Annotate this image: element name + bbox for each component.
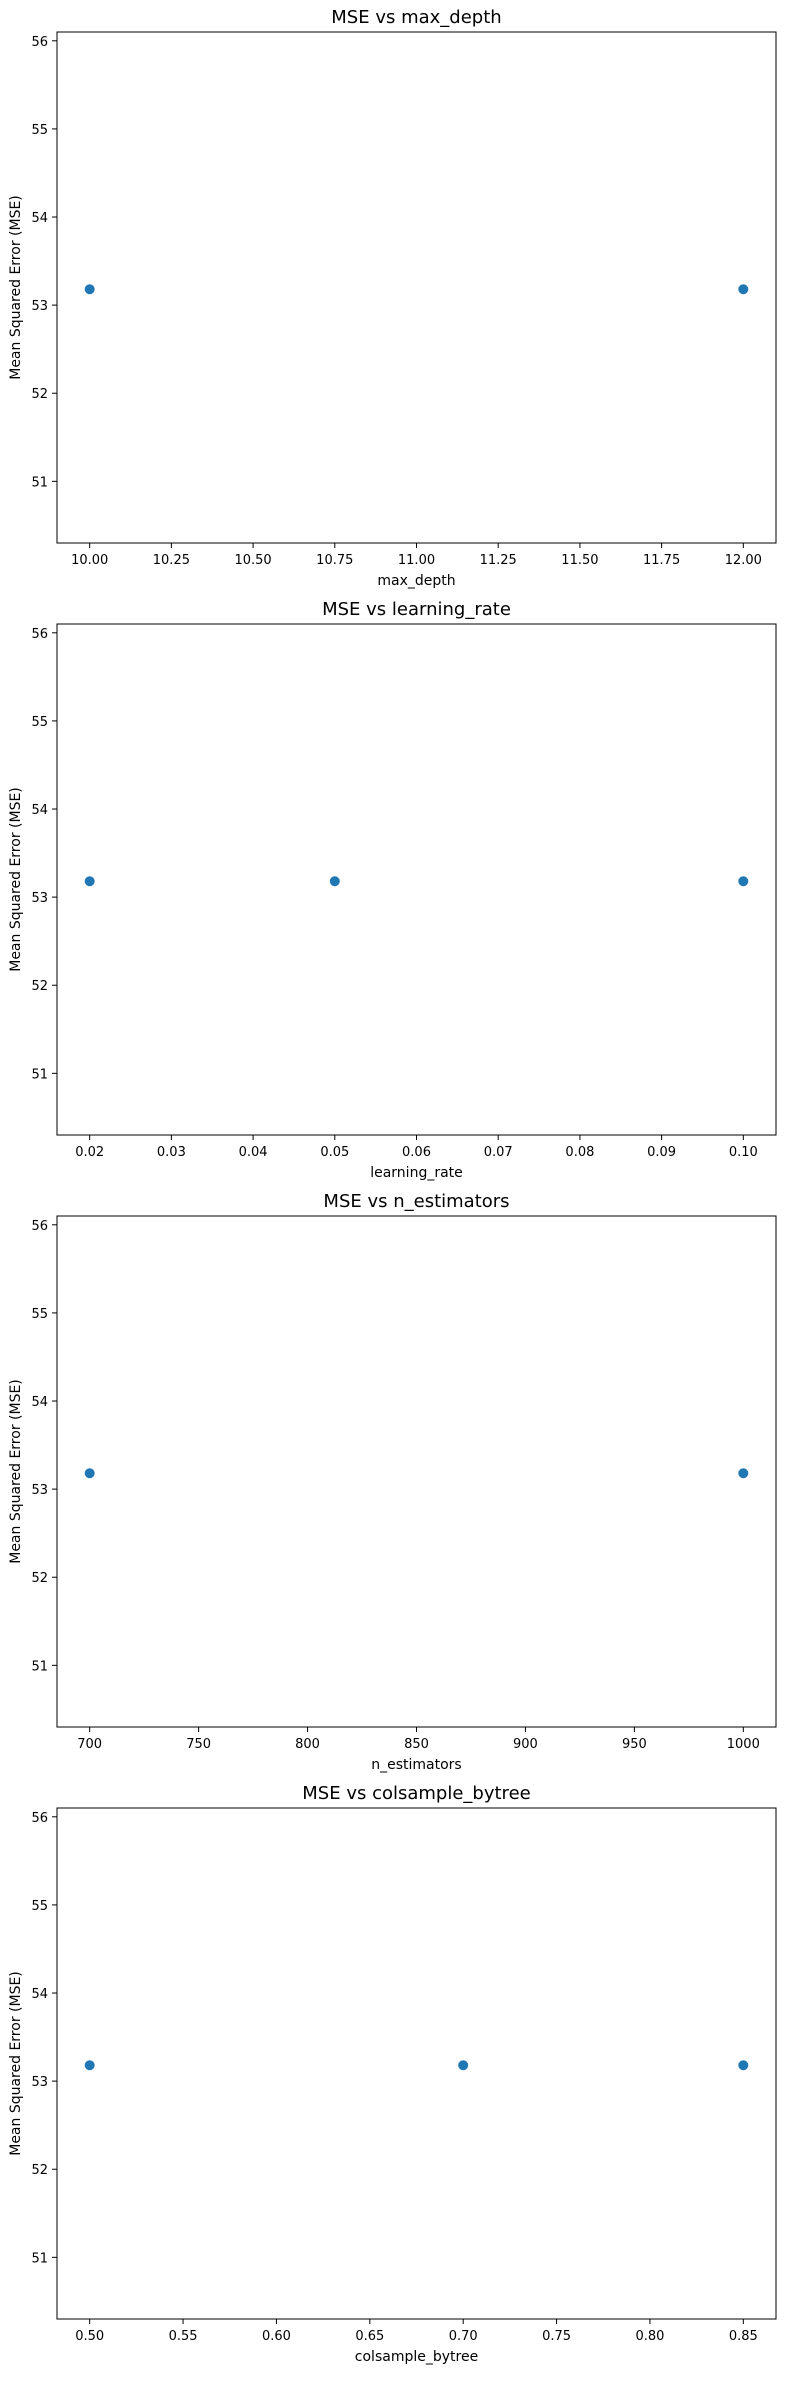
subplot-3: MSE vs n_estimators 700 750 800 850 900 950 100…	[8, 1191, 777, 1773]
x-tick-label: 0.10	[729, 1145, 758, 1160]
y-tick-label: 52	[31, 2163, 48, 2178]
x-tick-label: 10.50	[234, 553, 271, 568]
y-tick-label: 52	[31, 979, 48, 994]
x-tick-label: 0.60	[262, 2329, 291, 2344]
y-tick-label: 56	[31, 627, 48, 642]
x-tick-label: 850	[404, 1737, 429, 1752]
data-point-3	[738, 876, 749, 887]
y-tick-label: 51	[31, 2251, 48, 2266]
plot-frame	[56, 1215, 777, 1728]
y-tick-label: 53	[31, 2075, 48, 2090]
x-tick-label: 0.05	[320, 1145, 349, 1160]
subplot-1: MSE vs max_depth 10.00 10.25 10.50 10.75 11.0…	[8, 7, 777, 589]
y-tick-label: 51	[31, 475, 48, 490]
y-tick-label: 53	[31, 299, 48, 314]
y-tick-label: 54	[31, 211, 48, 226]
x-tick-label: 0.02	[75, 1145, 104, 1160]
y-axis-label: Mean Squared Error (MSE)	[8, 787, 24, 972]
y-axis-label: Mean Squared Error (MSE)	[8, 1971, 24, 2156]
x-tick-label: 0.85	[729, 2329, 758, 2344]
chart-title: MSE vs max_depth	[331, 7, 501, 28]
y-tick-label: 55	[31, 715, 48, 730]
x-tick-label: 10.25	[153, 553, 190, 568]
x-tick-label: 0.08	[565, 1145, 594, 1160]
y-axis-label: Mean Squared Error (MSE)	[8, 195, 24, 380]
x-tick-label: 10.00	[71, 553, 108, 568]
x-tick-label: 11.50	[561, 553, 598, 568]
subplot-4: MSE vs colsample_bytree 0.50 0.55 0.60 0.65 0…	[8, 1783, 777, 2365]
data-point-2	[329, 876, 340, 887]
y-tick-label: 55	[31, 1307, 48, 1322]
y-tick-label: 56	[31, 1811, 48, 1826]
x-tick-label: 900	[513, 1737, 538, 1752]
y-axis-label: Mean Squared Error (MSE)	[8, 1379, 24, 1564]
x-tick-label: 0.50	[75, 2329, 104, 2344]
y-tick-label: 56	[31, 1219, 48, 1234]
x-tick-label: 750	[186, 1737, 211, 1752]
x-tick-label: 0.06	[402, 1145, 431, 1160]
y-tick-label: 53	[31, 891, 48, 906]
chart-title: MSE vs n_estimators	[323, 1191, 509, 1212]
y-tick-label: 51	[31, 1659, 48, 1674]
x-tick-label: 950	[622, 1737, 647, 1752]
x-tick-label: 700	[77, 1737, 102, 1752]
x-tick-label: 11.00	[398, 553, 435, 568]
x-tick-label: 0.09	[647, 1145, 676, 1160]
y-tick-label: 56	[31, 35, 48, 50]
x-axis-label: learning_rate	[370, 1165, 463, 1181]
x-tick-label: 0.07	[484, 1145, 513, 1160]
x-tick-label: 0.70	[449, 2329, 478, 2344]
x-tick-label: 800	[295, 1737, 320, 1752]
y-tick-label: 53	[31, 1483, 48, 1498]
data-point-1	[84, 1468, 95, 1479]
x-axis-label: n_estimators	[371, 1757, 461, 1773]
x-tick-label: 0.65	[355, 2329, 384, 2344]
data-point-1	[84, 876, 95, 887]
data-point-1	[84, 284, 95, 295]
x-tick-label: 0.55	[169, 2329, 198, 2344]
y-tick-label: 54	[31, 1395, 48, 1410]
x-tick-label: 0.03	[157, 1145, 186, 1160]
x-axis-label: colsample_bytree	[355, 2349, 478, 2365]
y-tick-label: 55	[31, 123, 48, 138]
plot-frame	[56, 31, 777, 544]
x-tick-label: 0.04	[239, 1145, 268, 1160]
x-tick-label: 1000	[727, 1737, 760, 1752]
data-point-2	[458, 2060, 469, 2071]
chart-title: MSE vs learning_rate	[322, 599, 511, 620]
x-tick-label: 0.80	[635, 2329, 664, 2344]
plot-frame	[56, 1807, 777, 2320]
x-tick-label: 11.75	[643, 553, 680, 568]
plot-frame	[56, 623, 777, 1136]
x-tick-label: 10.75	[316, 553, 353, 568]
y-tick-label: 51	[31, 1067, 48, 1082]
data-point-2	[738, 284, 749, 295]
y-tick-label: 52	[31, 387, 48, 402]
subplot-2: MSE vs learning_rate 0.02 0.03 0.04 0.05 0.06…	[8, 599, 777, 1181]
data-point-1	[84, 2060, 95, 2071]
x-tick-label: 12.00	[725, 553, 762, 568]
y-tick-label: 54	[31, 1987, 48, 2002]
data-point-3	[738, 2060, 749, 2071]
data-point-2	[738, 1468, 749, 1479]
x-axis-label: max_depth	[377, 573, 455, 589]
y-tick-label: 55	[31, 1899, 48, 1914]
x-tick-label: 0.75	[542, 2329, 571, 2344]
chart-title: MSE vs colsample_bytree	[302, 1783, 530, 1804]
x-tick-label: 11.25	[480, 553, 517, 568]
y-tick-label: 52	[31, 1571, 48, 1586]
y-tick-label: 54	[31, 803, 48, 818]
